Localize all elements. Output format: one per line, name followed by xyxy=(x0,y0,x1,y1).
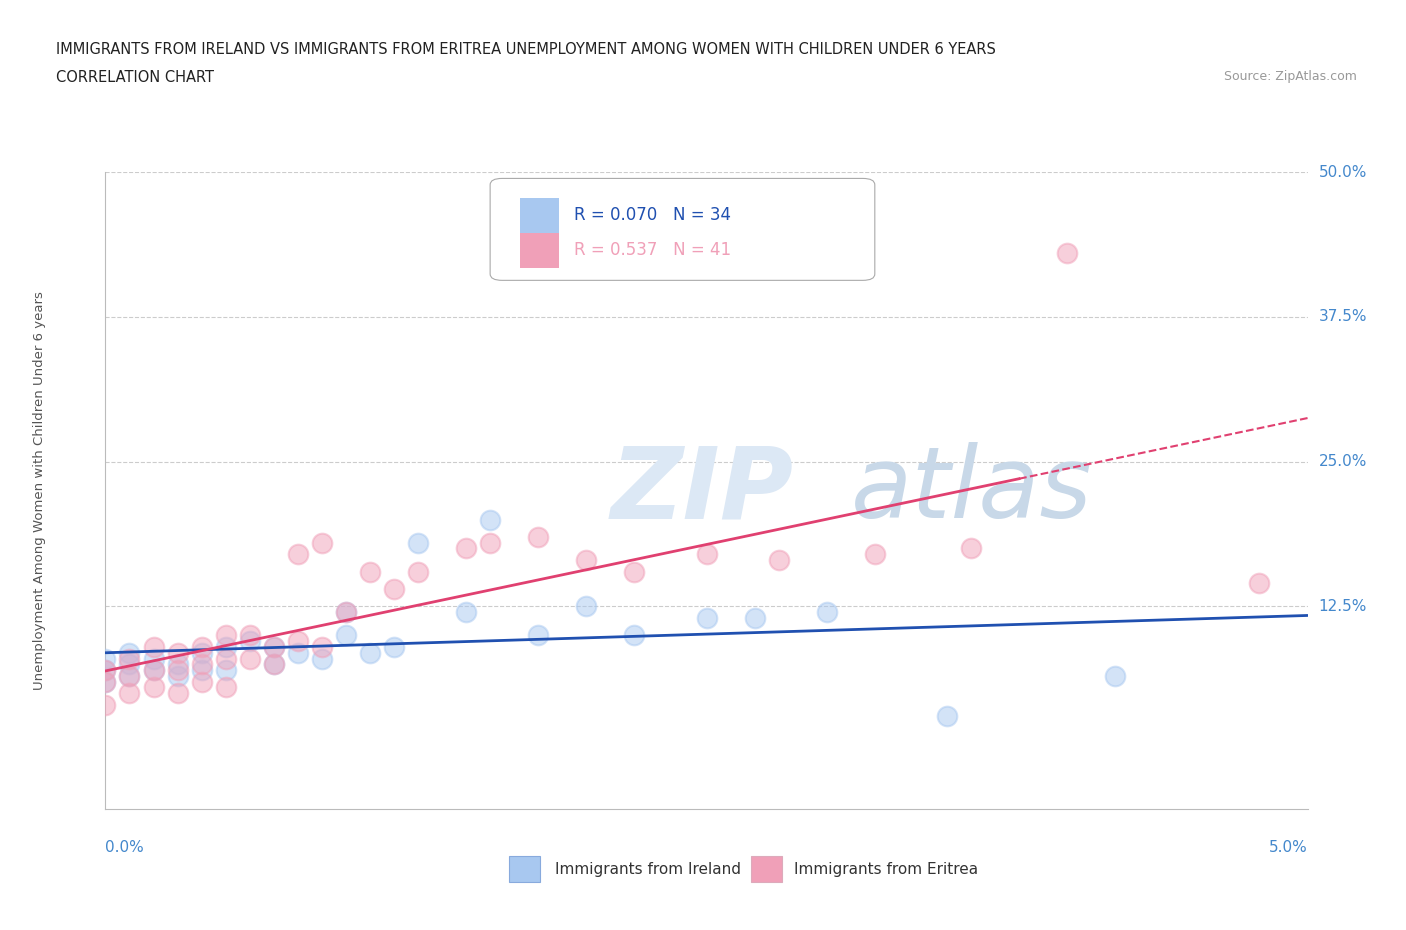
Bar xyxy=(520,197,558,232)
Point xyxy=(696,611,718,626)
Point xyxy=(166,645,188,660)
Point xyxy=(239,628,262,643)
Point xyxy=(382,581,405,596)
Text: R = 0.537   N = 41: R = 0.537 N = 41 xyxy=(574,241,731,259)
Point xyxy=(166,663,188,678)
Point xyxy=(1249,576,1271,591)
Text: Unemployment Among Women with Children Under 6 years: Unemployment Among Women with Children U… xyxy=(32,291,46,690)
Text: CORRELATION CHART: CORRELATION CHART xyxy=(56,70,214,85)
Point xyxy=(359,565,381,579)
Text: R = 0.070   N = 34: R = 0.070 N = 34 xyxy=(574,206,731,224)
Point xyxy=(166,685,188,700)
Text: 5.0%: 5.0% xyxy=(1268,840,1308,855)
Point xyxy=(94,663,117,678)
Point xyxy=(214,628,236,643)
Point xyxy=(142,663,165,678)
Point xyxy=(190,663,212,678)
Point xyxy=(527,529,550,544)
Text: ZIP: ZIP xyxy=(610,442,793,539)
Point xyxy=(744,611,766,626)
Point xyxy=(118,685,141,700)
Text: 37.5%: 37.5% xyxy=(1319,310,1367,325)
Point xyxy=(406,536,429,551)
Text: 0.0%: 0.0% xyxy=(105,840,145,855)
Point xyxy=(166,669,188,684)
Point xyxy=(311,536,333,551)
Point xyxy=(94,674,117,689)
Point xyxy=(527,628,550,643)
Point xyxy=(214,640,236,655)
Point xyxy=(263,657,285,671)
Point xyxy=(287,547,309,562)
Point xyxy=(382,640,405,655)
Point xyxy=(623,628,645,643)
Point xyxy=(696,547,718,562)
Point xyxy=(311,651,333,666)
Bar xyxy=(520,232,558,268)
Point xyxy=(94,674,117,689)
Point xyxy=(118,651,141,666)
Point xyxy=(94,663,117,678)
Point xyxy=(815,604,838,619)
Point xyxy=(190,674,212,689)
Point xyxy=(263,657,285,671)
Point xyxy=(118,645,141,660)
Point xyxy=(118,669,141,684)
Point xyxy=(142,663,165,678)
Point xyxy=(214,651,236,666)
Text: IMMIGRANTS FROM IRELAND VS IMMIGRANTS FROM ERITREA UNEMPLOYMENT AMONG WOMEN WITH: IMMIGRANTS FROM IRELAND VS IMMIGRANTS FR… xyxy=(56,42,995,57)
Point xyxy=(575,552,598,567)
Point xyxy=(94,651,117,666)
Point xyxy=(287,633,309,648)
Text: 25.0%: 25.0% xyxy=(1319,454,1367,469)
Text: Immigrants from Ireland: Immigrants from Ireland xyxy=(555,862,741,877)
Point xyxy=(214,680,236,695)
Point xyxy=(960,541,983,556)
Point xyxy=(214,663,236,678)
Point xyxy=(142,640,165,655)
FancyBboxPatch shape xyxy=(491,179,875,280)
Point xyxy=(1104,669,1126,684)
Point xyxy=(190,645,212,660)
Point xyxy=(118,657,141,671)
Point xyxy=(335,604,357,619)
Point xyxy=(239,651,262,666)
Point xyxy=(94,698,117,712)
Point xyxy=(623,565,645,579)
Point xyxy=(863,547,886,562)
Point xyxy=(311,640,333,655)
Point xyxy=(239,633,262,648)
Point xyxy=(118,669,141,684)
Text: 12.5%: 12.5% xyxy=(1319,599,1367,614)
Point xyxy=(263,640,285,655)
Point xyxy=(335,628,357,643)
Point xyxy=(454,604,477,619)
Point xyxy=(1056,246,1078,260)
Point xyxy=(166,657,188,671)
Text: 50.0%: 50.0% xyxy=(1319,165,1367,179)
Point xyxy=(768,552,790,567)
Point xyxy=(406,565,429,579)
Text: Source: ZipAtlas.com: Source: ZipAtlas.com xyxy=(1223,70,1357,83)
Point xyxy=(190,640,212,655)
Point xyxy=(359,645,381,660)
Text: atlas: atlas xyxy=(851,442,1092,539)
Point xyxy=(575,599,598,614)
Point xyxy=(335,604,357,619)
Text: Immigrants from Eritrea: Immigrants from Eritrea xyxy=(794,862,979,877)
Point xyxy=(479,536,502,551)
Point xyxy=(142,651,165,666)
Point xyxy=(263,640,285,655)
Point xyxy=(479,512,502,527)
Point xyxy=(936,709,959,724)
Point xyxy=(142,680,165,695)
Point xyxy=(190,657,212,671)
Point xyxy=(454,541,477,556)
Point xyxy=(287,645,309,660)
